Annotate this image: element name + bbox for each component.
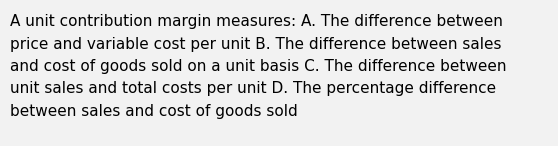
Text: unit sales and total costs per unit D. The percentage difference: unit sales and total costs per unit D. T… (10, 81, 496, 97)
Text: A unit contribution margin measures: A. The difference between: A unit contribution margin measures: A. … (10, 14, 503, 29)
Text: price and variable cost per unit B. The difference between sales: price and variable cost per unit B. The … (10, 36, 502, 52)
Text: between sales and cost of goods sold: between sales and cost of goods sold (10, 104, 298, 119)
Text: and cost of goods sold on a unit basis C. The difference between: and cost of goods sold on a unit basis C… (10, 59, 507, 74)
